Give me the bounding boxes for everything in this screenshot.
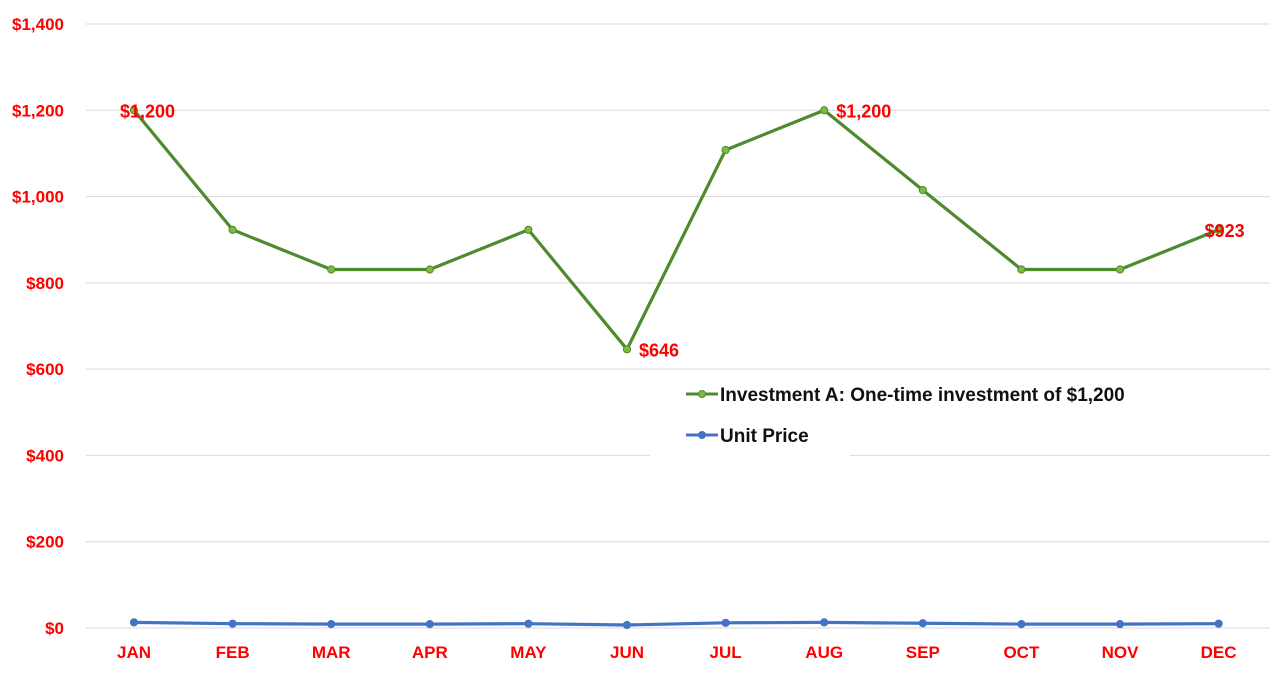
data-label: $923: [1205, 221, 1245, 241]
data-point: [327, 620, 336, 629]
data-point: [1214, 225, 1223, 234]
data-point: [622, 620, 632, 630]
data-point: [524, 225, 533, 234]
legend-background: [650, 372, 850, 458]
y-tick-label: $1,400: [12, 15, 64, 34]
data-point: [1017, 620, 1026, 629]
data-point: [524, 619, 533, 628]
x-tick-label: MAY: [510, 643, 547, 662]
y-tick-label: $1,200: [12, 101, 64, 120]
y-tick-label: $1,000: [12, 188, 64, 207]
series-line: [132, 108, 1220, 351]
data-point: [228, 225, 237, 234]
y-tick-label: $600: [26, 360, 64, 379]
x-tick-label: MAR: [312, 643, 351, 662]
data-point: [721, 618, 730, 627]
data-point: [1115, 620, 1125, 629]
data-point: [327, 265, 336, 274]
y-tick-label: $800: [26, 274, 64, 293]
data-point: [721, 145, 730, 155]
data-point: [129, 106, 139, 115]
x-tick-label: JUL: [710, 643, 742, 662]
series-1: [129, 618, 1223, 630]
x-tick-label: APR: [412, 643, 448, 662]
data-label: $1,200: [120, 101, 175, 121]
y-tick-label: $0: [45, 619, 64, 638]
data-point: [425, 620, 434, 629]
y-tick-label: $400: [26, 446, 64, 465]
legend-swatch-marker: [698, 431, 706, 439]
data-label: $646: [639, 340, 679, 360]
x-axis-tick-labels: JAN FEB MAR APR MAY JUN JUL AUG SEP OCT NOV DEC: [117, 643, 1237, 662]
gridlines: [86, 23, 1270, 629]
x-tick-label: FEB: [216, 643, 250, 662]
legend: Investment A: One-time investment of $1,…: [650, 372, 1125, 458]
x-tick-label: AUG: [805, 643, 843, 662]
data-point: [129, 618, 139, 627]
series-0: [129, 106, 1223, 354]
data-point: [820, 618, 829, 627]
y-axis-tick-labels: $0 $200 $400 $600 $800 $1,000 $1,200 $1,400: [12, 15, 64, 638]
x-tick-label: DEC: [1201, 643, 1237, 662]
series-line: [133, 620, 1219, 627]
data-point: [1214, 619, 1223, 628]
legend-label: Investment A: One-time investment of $1,…: [720, 385, 1125, 406]
data-label: $1,200: [836, 101, 891, 121]
x-tick-label: SEP: [906, 643, 940, 662]
x-tick-label: NOV: [1102, 643, 1140, 662]
legend-swatch-marker: [698, 390, 706, 398]
legend-label: Unit Price: [720, 426, 809, 447]
y-tick-label: $200: [26, 533, 64, 552]
legend-item-investment-a: Investment A: One-time investment of $1,…: [686, 385, 1125, 406]
data-point: [820, 106, 829, 115]
data-point: [622, 345, 632, 354]
data-point: [425, 265, 434, 274]
x-tick-label: JAN: [117, 643, 151, 662]
data-point: [228, 619, 237, 628]
data-labels: $1,200 $646 $1,200 $923: [120, 101, 1245, 360]
x-tick-label: JUN: [610, 643, 644, 662]
data-point: [1115, 265, 1125, 274]
legend-item-unit-price: Unit Price: [686, 426, 809, 447]
data-point: [918, 186, 927, 195]
data-point: [918, 619, 927, 628]
data-point: [1017, 265, 1026, 274]
series-group: [129, 106, 1223, 630]
x-tick-label: OCT: [1003, 643, 1040, 662]
